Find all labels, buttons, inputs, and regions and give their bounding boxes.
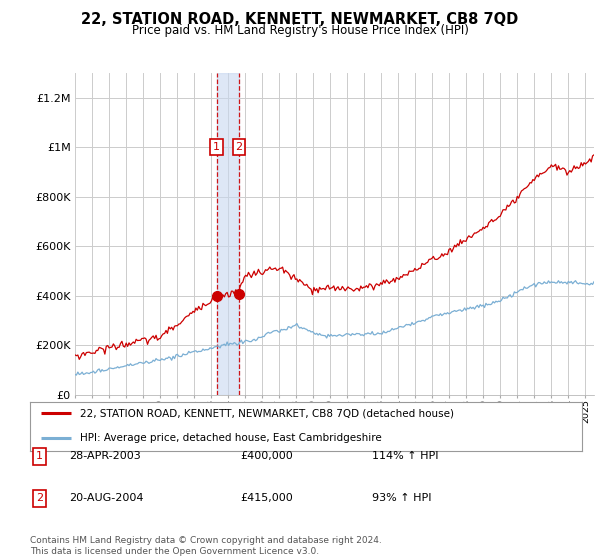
- Text: 1: 1: [213, 142, 220, 152]
- Bar: [217, 73, 239, 395]
- Text: 93% ↑ HPI: 93% ↑ HPI: [372, 493, 431, 503]
- Text: Price paid vs. HM Land Registry's House Price Index (HPI): Price paid vs. HM Land Registry's House …: [131, 24, 469, 37]
- Text: £415,000: £415,000: [240, 493, 293, 503]
- Text: Contains HM Land Registry data © Crown copyright and database right 2024.
This d: Contains HM Land Registry data © Crown c…: [30, 536, 382, 556]
- Text: 2: 2: [36, 493, 43, 503]
- Text: 2: 2: [235, 142, 242, 152]
- Text: 22, STATION ROAD, KENNETT, NEWMARKET, CB8 7QD (detached house): 22, STATION ROAD, KENNETT, NEWMARKET, CB…: [80, 408, 454, 418]
- Text: 20-AUG-2004: 20-AUG-2004: [69, 493, 143, 503]
- Text: 22, STATION ROAD, KENNETT, NEWMARKET, CB8 7QD: 22, STATION ROAD, KENNETT, NEWMARKET, CB…: [82, 12, 518, 27]
- Text: HPI: Average price, detached house, East Cambridgeshire: HPI: Average price, detached house, East…: [80, 433, 382, 443]
- Text: 28-APR-2003: 28-APR-2003: [69, 451, 141, 461]
- Text: £400,000: £400,000: [240, 451, 293, 461]
- Text: 1: 1: [36, 451, 43, 461]
- Text: 114% ↑ HPI: 114% ↑ HPI: [372, 451, 439, 461]
